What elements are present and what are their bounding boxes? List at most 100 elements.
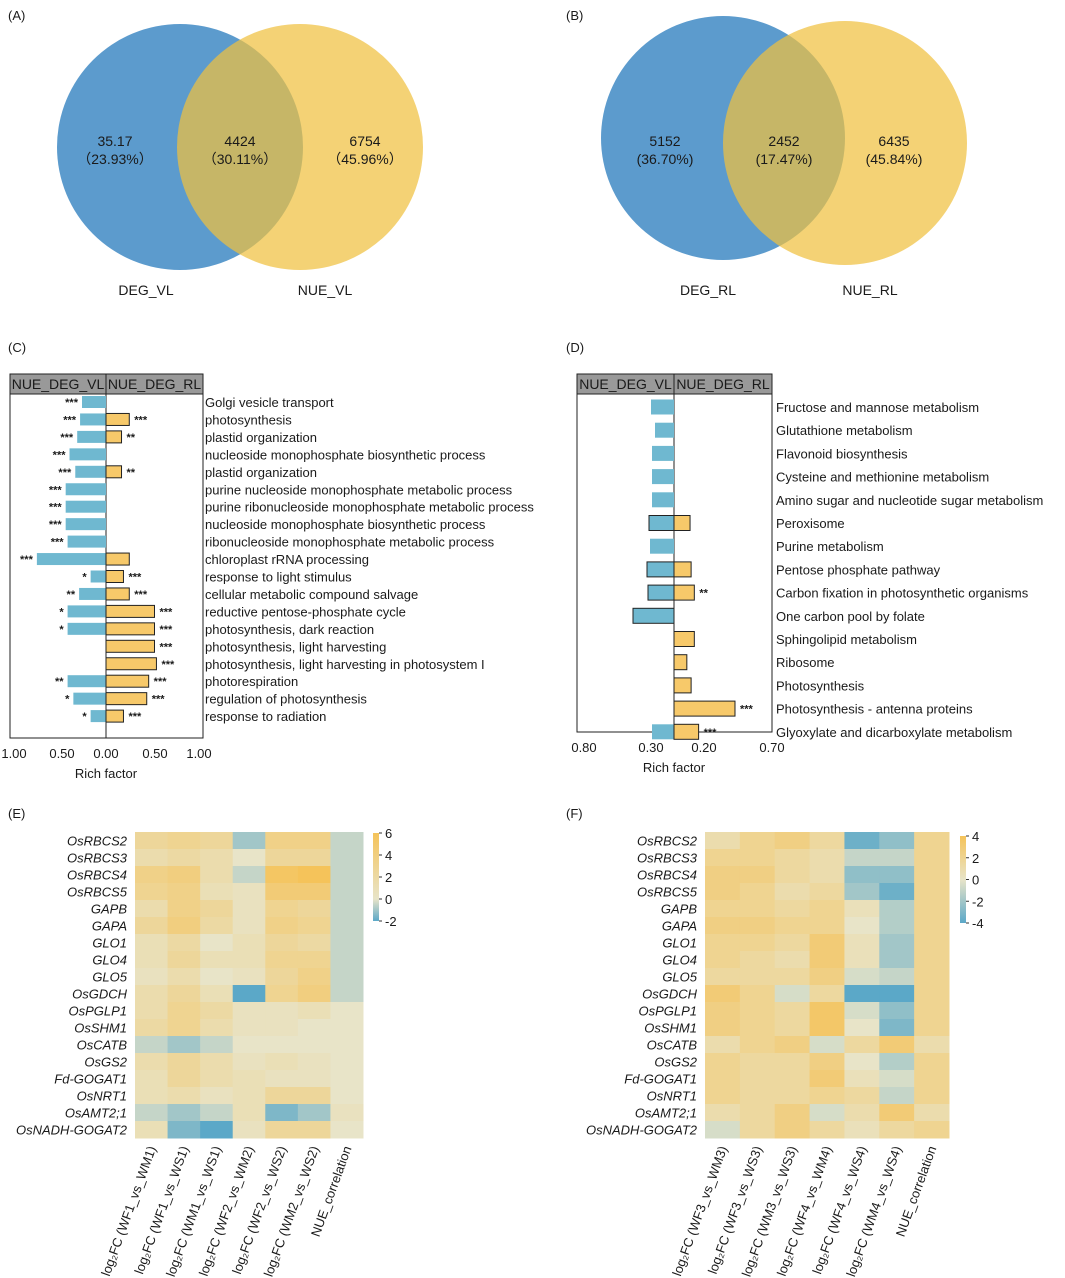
cell-f-13-3 xyxy=(809,1053,845,1071)
bar-d-rl-5 xyxy=(673,515,691,531)
cell-e-7-0 xyxy=(135,951,169,969)
category-c-0: Golgi vesicle transport xyxy=(205,395,334,410)
cell-f-15-4 xyxy=(844,1087,880,1105)
cell-e-12-6 xyxy=(330,1036,364,1054)
category-d-14: Glyoxylate and dicarboxylate metabolism xyxy=(776,725,1012,740)
bar-d-rl-12 xyxy=(673,677,692,694)
cell-f-3-5 xyxy=(879,883,915,901)
row-label-f-10: OsPGLP1 xyxy=(638,1004,697,1019)
cell-e-14-5 xyxy=(297,1070,331,1088)
cell-e-3-4 xyxy=(265,883,299,901)
bar-d-vl-7 xyxy=(646,561,675,578)
category-c-11: cellular metabolic compound salvage xyxy=(205,587,418,602)
bar-c-rl-16 xyxy=(105,674,150,688)
colorbar-label-e-1: 4 xyxy=(385,848,392,863)
row-label-e-0: OsRBCS2 xyxy=(67,834,128,849)
cell-e-13-2 xyxy=(200,1053,234,1071)
cell-e-8-2 xyxy=(200,968,234,986)
cell-e-1-1 xyxy=(167,849,201,867)
cell-e-5-4 xyxy=(265,917,299,935)
cell-e-3-3 xyxy=(232,883,266,901)
bar-d-rl-11 xyxy=(673,654,688,671)
bar-c-vl-7 xyxy=(65,518,106,531)
cell-f-9-6 xyxy=(914,985,950,1003)
row-label-f-14: Fd-GOGAT1 xyxy=(624,1072,697,1087)
cell-f-12-3 xyxy=(809,1036,845,1054)
cell-f-11-6 xyxy=(914,1019,950,1037)
panel-label-d: (D) xyxy=(566,340,584,355)
venn-a-middle-pct: （30.11%） xyxy=(203,151,277,167)
cell-e-15-2 xyxy=(200,1087,234,1105)
cell-e-3-2 xyxy=(200,883,234,901)
cell-f-7-4 xyxy=(844,951,880,969)
cell-f-12-6 xyxy=(914,1036,950,1054)
category-c-13: photosynthesis, dark reaction xyxy=(205,622,374,637)
xtick-c-1: 0.50 xyxy=(49,746,74,761)
cell-f-10-4 xyxy=(844,1002,880,1020)
sig-d-rl-13: *** xyxy=(740,704,754,716)
bar-c-vl-3 xyxy=(69,448,106,461)
xtick-c-3: 0.50 xyxy=(142,746,167,761)
cell-e-13-0 xyxy=(135,1053,169,1071)
cell-f-16-3 xyxy=(809,1104,845,1122)
cell-e-15-0 xyxy=(135,1087,169,1105)
category-c-2: plastid organization xyxy=(205,430,317,445)
row-label-f-4: GAPB xyxy=(661,902,697,917)
cell-e-3-0 xyxy=(135,883,169,901)
cell-f-14-2 xyxy=(774,1070,811,1088)
cell-f-8-2 xyxy=(774,968,811,986)
row-label-e-17: OsNADH-GOGAT2 xyxy=(16,1123,128,1138)
cell-f-4-4 xyxy=(844,900,880,918)
venn-a-set-left: DEG_VL xyxy=(118,282,173,298)
bar-d-rl-13 xyxy=(673,700,736,717)
sig-c-rl-18: *** xyxy=(128,711,142,723)
venn-a-left-pct: （23.93%） xyxy=(77,151,152,167)
cell-f-2-6 xyxy=(914,866,950,884)
cell-f-3-0 xyxy=(705,883,741,901)
colorbar-label-e-2: 2 xyxy=(385,870,392,885)
cell-f-6-4 xyxy=(844,934,880,952)
sig-c-rl-11: *** xyxy=(134,589,148,601)
cell-f-2-0 xyxy=(705,866,741,884)
cell-e-15-6 xyxy=(330,1087,364,1105)
cell-f-16-5 xyxy=(879,1104,915,1122)
cell-e-1-6 xyxy=(330,849,364,867)
bar-d-vl-6 xyxy=(650,538,674,554)
xtick-c-0: 1.00 xyxy=(1,746,26,761)
cell-f-5-5 xyxy=(879,917,915,935)
category-d-9: One carbon pool by folate xyxy=(776,609,925,624)
cell-f-6-1 xyxy=(739,934,776,952)
cell-e-11-1 xyxy=(167,1019,201,1037)
cell-e-2-4 xyxy=(265,866,299,884)
bar-c-vl-11 xyxy=(79,587,106,600)
venn-b-middle-count: 2452 xyxy=(768,133,799,149)
cell-e-6-2 xyxy=(200,934,234,952)
cell-e-4-4 xyxy=(265,900,299,918)
category-c-3: nucleoside monophosphate biosynthetic pr… xyxy=(205,447,486,462)
sig-c-vl-16: ** xyxy=(55,676,64,688)
cell-e-7-1 xyxy=(167,951,201,969)
venn-b-left-count: 5152 xyxy=(649,133,680,149)
cell-e-7-3 xyxy=(232,951,266,969)
row-label-f-16: OsAMT2;1 xyxy=(635,1106,697,1121)
cell-f-7-1 xyxy=(739,951,776,969)
cell-f-5-3 xyxy=(809,917,845,935)
cell-f-14-4 xyxy=(844,1070,880,1088)
cell-f-3-3 xyxy=(809,883,845,901)
cell-e-11-3 xyxy=(232,1019,266,1037)
cell-e-17-5 xyxy=(297,1121,331,1139)
cell-f-5-2 xyxy=(774,917,811,935)
cell-e-13-4 xyxy=(265,1053,299,1071)
cell-f-11-2 xyxy=(774,1019,811,1037)
cell-f-0-5 xyxy=(879,832,915,850)
category-c-6: purine ribonucleoside monophosphate meta… xyxy=(205,500,534,515)
cell-e-2-6 xyxy=(330,866,364,884)
cell-f-13-5 xyxy=(879,1053,915,1071)
bar-d-rl-8 xyxy=(673,584,695,601)
cell-e-9-0 xyxy=(135,985,169,1003)
cell-e-0-5 xyxy=(297,832,331,850)
xtick-c-4: 1.00 xyxy=(186,746,211,761)
cell-e-15-4 xyxy=(265,1087,299,1105)
sig-c-vl-13: * xyxy=(59,624,64,636)
cell-e-9-5 xyxy=(297,985,331,1003)
